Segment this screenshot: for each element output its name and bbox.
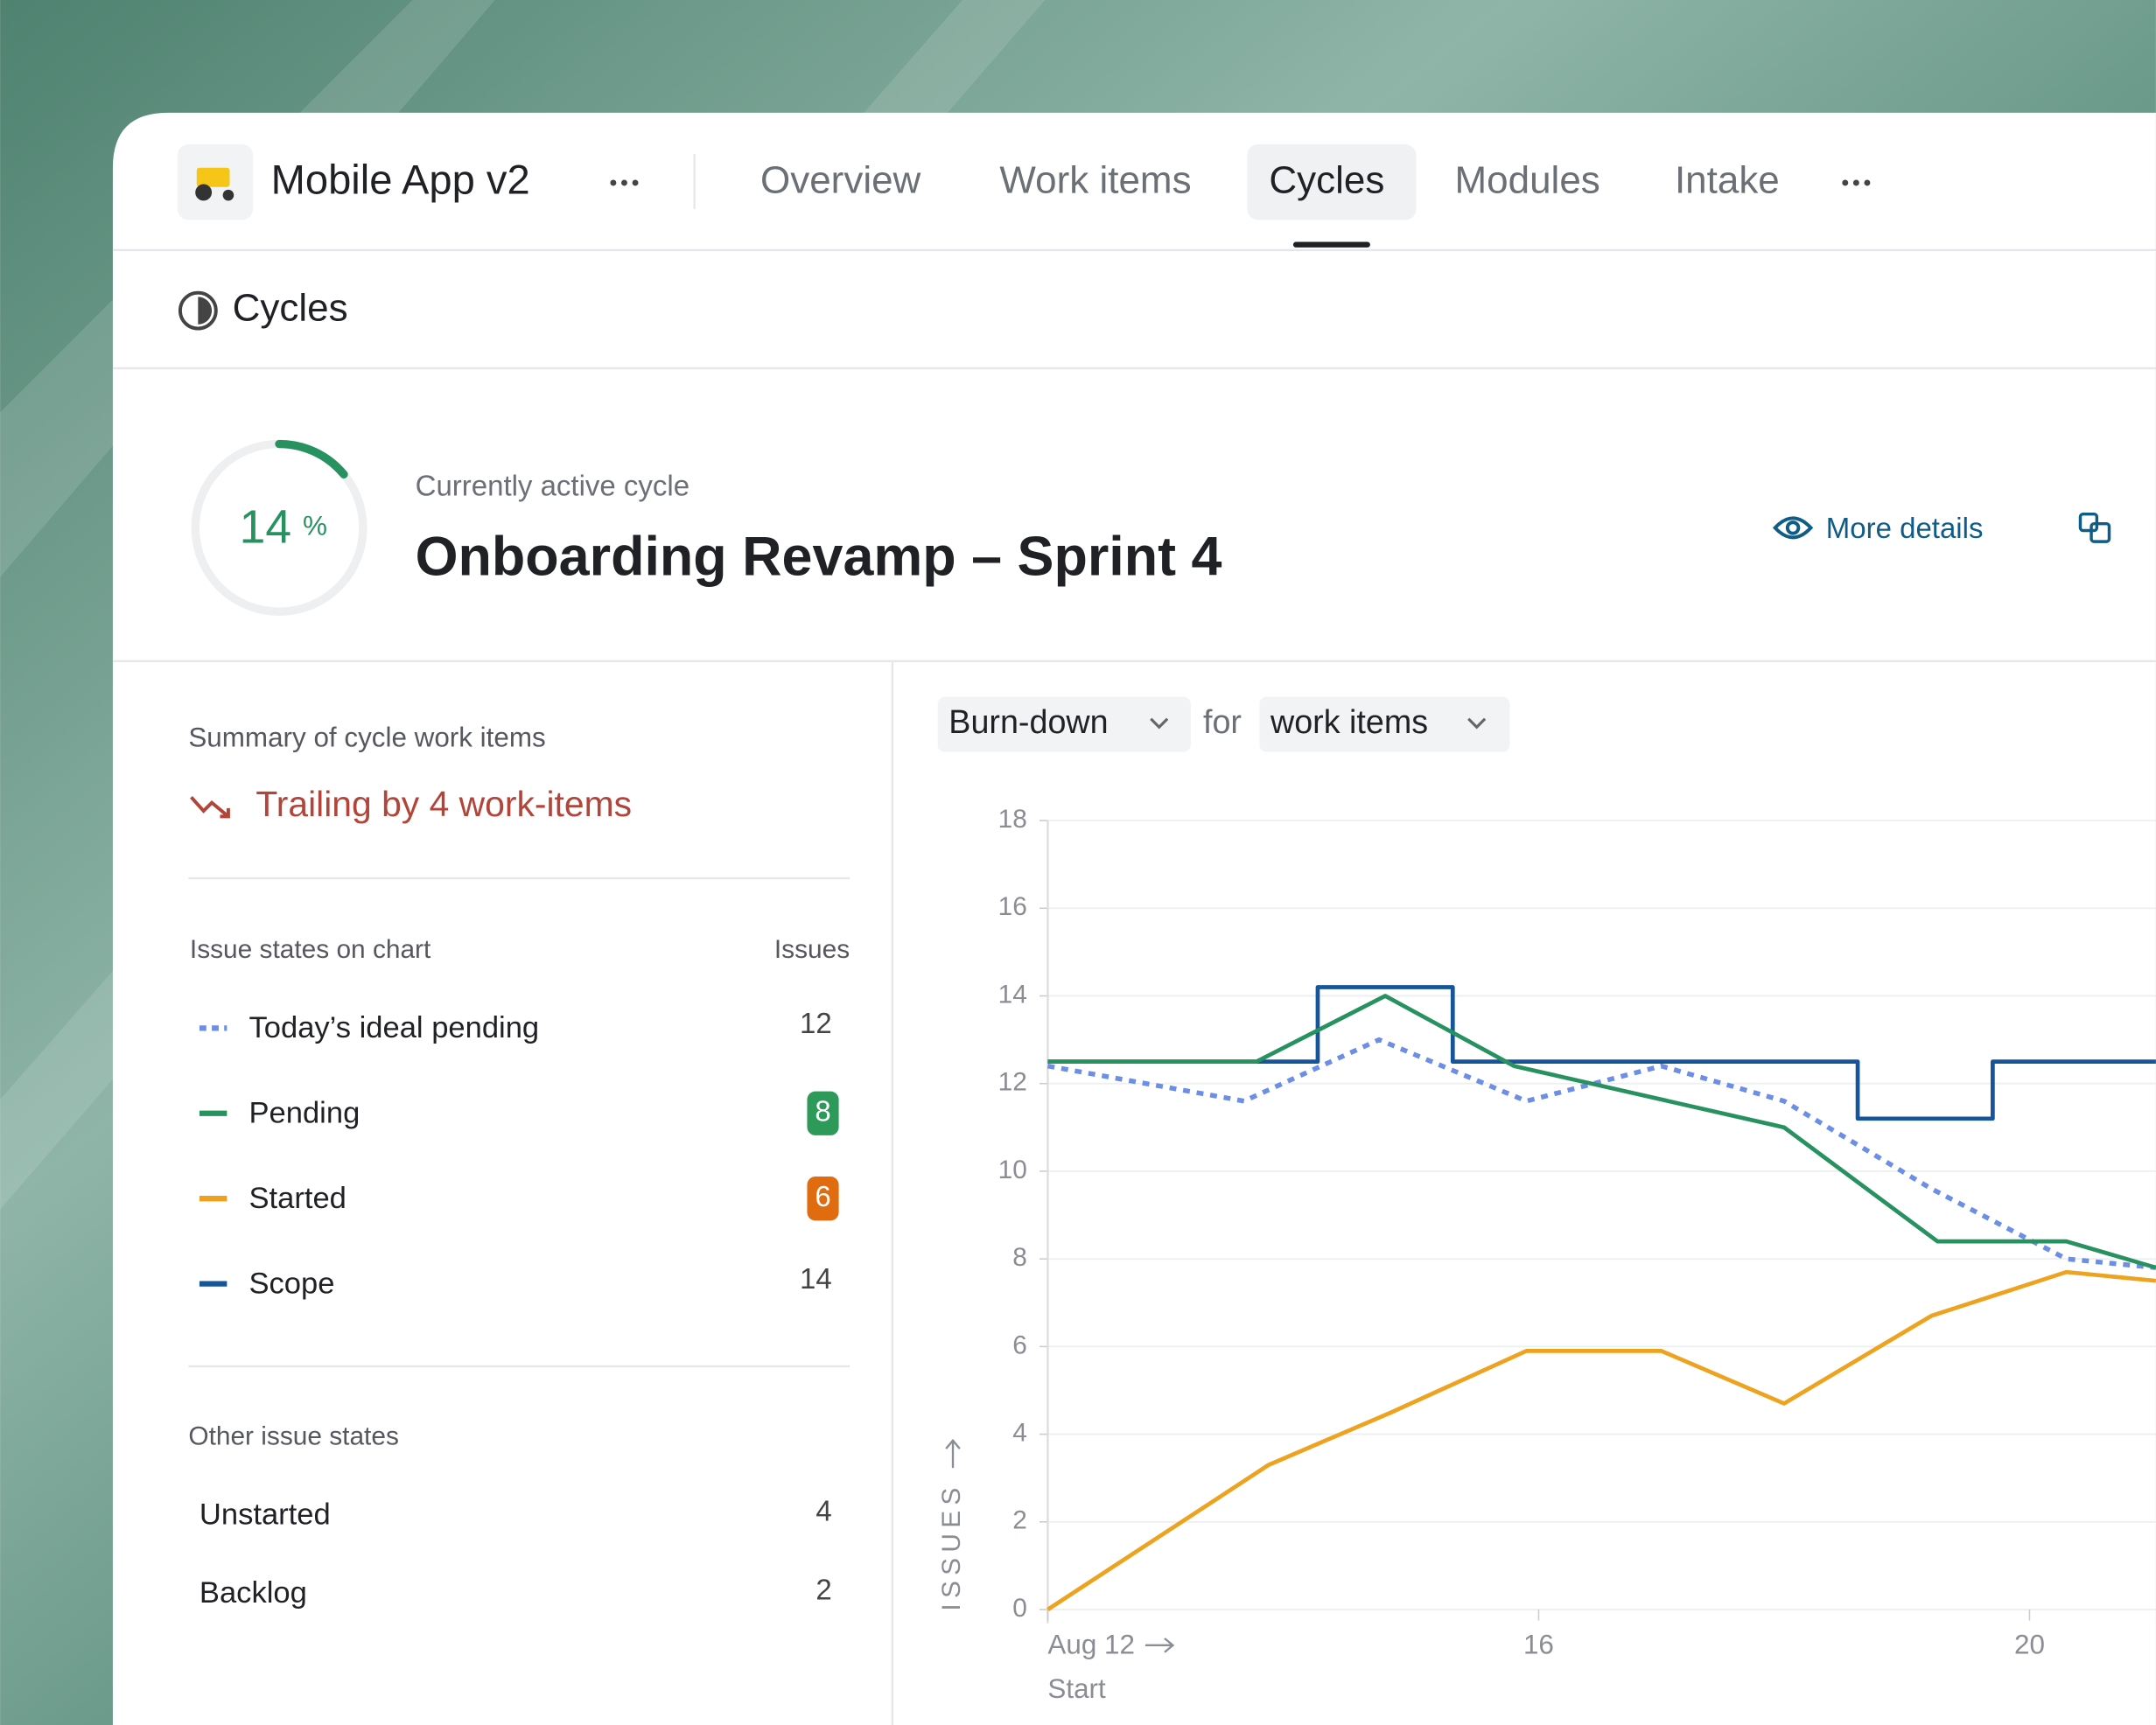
tab[interactable]: Modules [1455, 159, 1600, 202]
trailing-icon [190, 796, 230, 819]
cycles-icon [198, 297, 213, 325]
metric-dropdown[interactable] [937, 696, 1191, 752]
state-name: Pending [248, 1096, 360, 1129]
cycles-icon [178, 290, 218, 331]
project-icon-wheel [195, 184, 213, 201]
tabs-menu[interactable] [1842, 179, 1871, 186]
more-details-button[interactable]: More details [1772, 512, 1984, 544]
y-tick-label: 18 [998, 805, 1027, 834]
y-tick-label: 0 [1012, 1594, 1027, 1623]
more-details[interactable]: More details [1826, 512, 1984, 544]
project-name[interactable]: Mobile App v2 [271, 156, 530, 202]
state-count: 6 [815, 1180, 830, 1212]
y-tick-label: 8 [1012, 1243, 1027, 1272]
project-icon-body [196, 167, 230, 187]
project-icon-wheel [222, 189, 234, 201]
breadcrumb: Cycles [233, 287, 348, 330]
series-line [1047, 994, 2156, 1270]
state-name: Backlog [200, 1576, 307, 1610]
x-arrow [1144, 1638, 1175, 1653]
progress-unit: % [303, 511, 327, 541]
y-tick-label: 2 [1012, 1506, 1027, 1535]
eye-icon [1785, 520, 1801, 535]
y-tick-label: 12 [998, 1068, 1027, 1097]
x-tick-label: 16 [1523, 1630, 1554, 1660]
y-tick-label: 10 [998, 1156, 1027, 1184]
summary-title: Summary of cycle work items [188, 723, 545, 753]
x-tick-label: 20 [2014, 1630, 2045, 1660]
tab[interactable]: Overview [760, 159, 921, 202]
y-arrow [945, 1438, 961, 1469]
chevron [1467, 717, 1487, 730]
state-name: Scope [248, 1267, 334, 1300]
state-count: 2 [816, 1573, 831, 1605]
series-line [1046, 1269, 2156, 1611]
app-window [112, 112, 2156, 1725]
unit-dropdown[interactable] [1259, 696, 1510, 752]
copy-icon[interactable] [2078, 512, 2111, 543]
state-name: Unstarted [200, 1498, 331, 1531]
x-tick-label: Aug 12 [1047, 1630, 1135, 1660]
tab[interactable]: Cycles [1269, 159, 1384, 202]
series-line [1047, 985, 2156, 1121]
state-count: 4 [816, 1495, 831, 1527]
count-header: Issues [774, 935, 850, 964]
tab[interactable]: Work items [999, 159, 1191, 202]
y-tick-label: 4 [1012, 1418, 1027, 1447]
count-badge [807, 1091, 839, 1135]
burndown-chart: 0 2 4 6 8 10 12 14 16 18 Aug 12 16 20 Start ISSUES [937, 805, 2156, 1704]
connector: for [1203, 703, 1242, 740]
y-tick-label: 6 [1012, 1330, 1027, 1359]
progress-value: 14 [240, 502, 291, 554]
chevron [1150, 717, 1169, 730]
y-tick-label: 14 [998, 980, 1027, 1009]
metric[interactable]: Burn-down [948, 703, 1108, 740]
state-count: 14 [800, 1262, 832, 1295]
dividers [112, 153, 2156, 1725]
active-tab-bg [1247, 143, 1417, 220]
state-name: Today’s ideal pending [248, 1011, 539, 1044]
other-header: Other issue states [188, 1421, 399, 1450]
state-count: 8 [815, 1094, 830, 1127]
cycle-label: Currently active cycle [416, 470, 690, 502]
tab[interactable]: Intake [1675, 159, 1780, 202]
eye-icon [1772, 516, 1814, 540]
states-header: Issue states on chart [190, 935, 431, 964]
y-axis-label: ISSUES [937, 1482, 966, 1610]
unit[interactable]: work items [1270, 703, 1428, 740]
count-badge [807, 1177, 839, 1221]
series-line [1046, 1037, 2156, 1270]
trailing-status: Trailing by 4 work-items [256, 784, 632, 824]
cycle-name: Onboarding Revamp – Sprint 4 [416, 527, 1222, 588]
project-menu[interactable] [610, 179, 639, 186]
y-tick-label: 16 [998, 892, 1027, 921]
progress-arc [275, 439, 348, 479]
x-start-label: Start [1047, 1673, 1106, 1704]
tabs: Overview Work items Cycles Modules Intake [760, 143, 1780, 248]
active-tab-underline [1292, 241, 1370, 248]
state-count: 12 [800, 1007, 832, 1039]
state-list: Today’s ideal pending 12 Pending 8 Started 6 S… [199, 1007, 839, 1610]
state-name: Started [248, 1182, 346, 1215]
